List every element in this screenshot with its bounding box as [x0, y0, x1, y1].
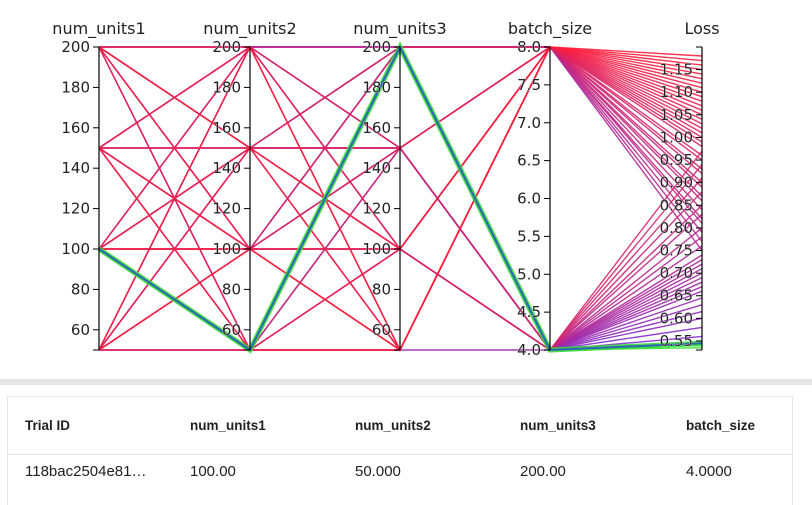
tick-label: 0.70	[660, 264, 693, 282]
tick-label: 5.5	[517, 227, 541, 245]
tick-label: 180	[61, 78, 90, 96]
tick-label: 180	[362, 78, 391, 96]
tick-label: 140	[362, 159, 391, 177]
tick-label: 80	[71, 280, 90, 298]
axes: 6080100120140160180200num_units160801001…	[52, 19, 719, 359]
tick-label: 0.60	[660, 309, 693, 327]
tick-label: 5.0	[517, 265, 541, 283]
tick-label: 80	[222, 280, 241, 298]
tick-label: 160	[362, 119, 391, 137]
tick-label: 200	[61, 38, 90, 56]
tick-label: 0.75	[660, 242, 693, 260]
tick-label: 120	[61, 200, 90, 218]
table-header: Trial ID num_units1 num_units2 num_units…	[8, 397, 792, 455]
tick-label: 160	[61, 119, 90, 137]
cell-num-units2: 50.000	[355, 463, 401, 480]
parallel-coordinates-chart: 60 80 100 120 140 160 180 200 num_units1 60 80 100 1…	[52, 19, 719, 359]
tick-label: 80	[372, 280, 391, 298]
tick-label: 6.5	[517, 152, 541, 170]
trials-table: Trial ID num_units1 num_units2 num_units…	[7, 396, 793, 505]
tick-label: 8.0	[517, 38, 541, 56]
tick-label: 0.90	[660, 174, 693, 192]
tick-label: 120	[362, 200, 391, 218]
tick-label: 1.10	[660, 83, 693, 101]
tick-label: 140	[61, 159, 90, 177]
tick-label: 7.5	[517, 76, 541, 94]
tick-label: 180	[212, 78, 241, 96]
table-row[interactable]: 118bac2504e81… 100.00 50.000 200.00 4.00…	[8, 455, 792, 495]
tick-label: 0.95	[660, 151, 693, 169]
tick-label: 0.85	[660, 196, 693, 214]
tick-label: 4.0	[517, 341, 541, 359]
tick-label: 120	[212, 200, 241, 218]
tick-label: 60	[71, 321, 90, 339]
header-num-units2[interactable]: num_units2	[355, 418, 431, 433]
tick-label: 60	[372, 321, 391, 339]
axis-loss[interactable]: 0.55 0.60 0.65 0.70 0.75 0.80 0.85 0.90 0.95 1.00…	[659, 19, 720, 351]
tick-label: 1.00	[660, 128, 693, 146]
cell-num-units3: 200.00	[520, 463, 566, 480]
header-num-units3[interactable]: num_units3	[520, 418, 596, 433]
tick-label: 100	[362, 240, 391, 258]
tick-label: 0.80	[660, 219, 693, 237]
tick-label: 0.65	[660, 287, 693, 305]
tick-label: 140	[212, 159, 241, 177]
axis-title[interactable]: num_units1	[52, 19, 145, 39]
tick-label: 1.05	[660, 106, 693, 124]
tick-label: 4.5	[517, 303, 541, 321]
axis-title[interactable]: batch_size	[508, 19, 592, 39]
cell-batch-size: 4.0000	[686, 463, 732, 480]
tick-label: 100	[61, 240, 90, 258]
header-trial-id[interactable]: Trial ID	[25, 418, 71, 433]
tick-label: 200	[212, 38, 241, 56]
tick-label: 200	[362, 38, 391, 56]
tick-label: 0.55	[660, 332, 693, 350]
tick-label: 100	[212, 240, 241, 258]
tick-label: 6.0	[517, 190, 541, 208]
header-num-units1[interactable]: num_units1	[190, 418, 266, 433]
header-batch-size[interactable]: batch_size	[686, 418, 756, 433]
tick-label: 7.0	[517, 114, 541, 132]
tick-label: 1.15	[660, 61, 693, 79]
cell-num-units1: 100.00	[190, 463, 236, 480]
axis-title[interactable]: Loss	[684, 19, 719, 38]
cell-trial-id: 118bac2504e81…	[25, 463, 147, 480]
tick-label: 60	[222, 321, 241, 339]
tick-label: 160	[212, 119, 241, 137]
axis-title[interactable]: num_units2	[203, 19, 296, 39]
axis-title[interactable]: num_units3	[353, 19, 446, 39]
section-divider	[0, 379, 812, 385]
parallel-coordinates-svg: 6080100120140160180200num_units160801001…	[52, 19, 719, 359]
